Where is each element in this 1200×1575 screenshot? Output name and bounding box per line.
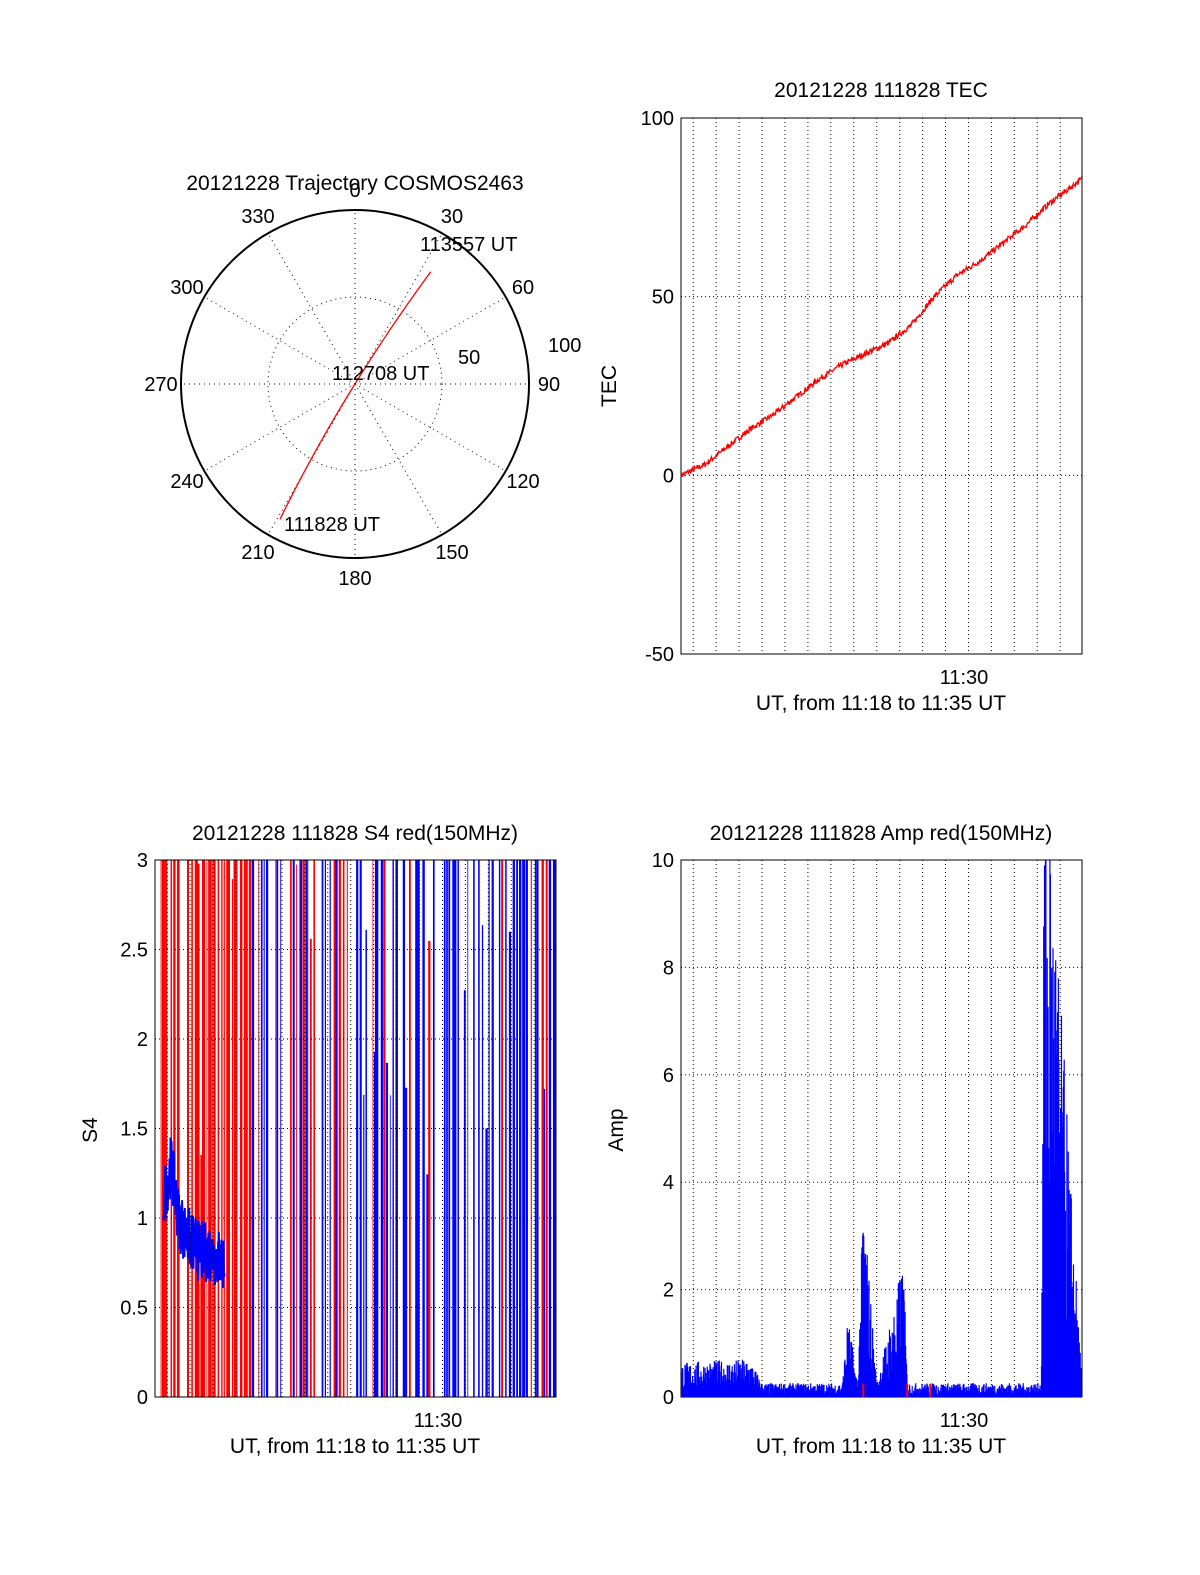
ytick-label: 10 (652, 850, 674, 872)
polar-radial-label-100: 100 (548, 335, 581, 357)
polar-panel: 20121228 Trajectory COSMOS2463 0 30 60 90 12… (144, 172, 581, 590)
polar-angle-labels: 0 30 60 90 120 150 180 210 240 270 300 330 (144, 180, 560, 590)
s4-grid (155, 859, 556, 1398)
polar-spoke (354, 296, 506, 385)
tec-plot-frame (680, 117, 1083, 655)
ytick-label: 2 (663, 1280, 674, 1302)
polar-spokes (181, 210, 529, 558)
ytick-label: 50 (652, 287, 674, 309)
polar-angle-label: 60 (512, 277, 534, 299)
ytick-label: 2 (137, 1029, 148, 1051)
polar-angle-label: 150 (435, 542, 468, 564)
amp-series-noise (681, 860, 1082, 1397)
ytick-label: 0 (663, 1387, 674, 1409)
s4-yticks: 3 2.5 2 1.5 1 0.5 0 (120, 850, 148, 1409)
polar-angle-label: 300 (170, 277, 203, 299)
polar-angle-label: 240 (170, 471, 203, 493)
polar-radial-label-50: 50 (458, 347, 480, 369)
amp-xlabel: UT, from 11:18 to 11:35 UT (756, 1435, 1006, 1458)
s4-plot-frame (154, 859, 557, 1398)
ytick-label: 0 (137, 1387, 148, 1409)
tec-panel: 20121228 111828 TEC 100 50 0 -50 11:30 UT, … (598, 79, 1083, 715)
polar-angle-label: 180 (338, 568, 371, 590)
polar-angle-label: 210 (241, 542, 274, 564)
amp-noise-bars (681, 860, 1082, 1397)
s4-ylabel: S4 (79, 1117, 102, 1143)
polar-angle-label: 270 (144, 374, 177, 396)
polar-trajectory-line (279, 271, 432, 520)
amp-ylabel: Amp (605, 1108, 628, 1151)
tec-series-line (681, 174, 1082, 479)
polar-spoke (204, 296, 356, 385)
tec-title: 20121228 111828 TEC (774, 79, 988, 102)
tec-xtick-label: 11:30 (940, 667, 989, 689)
s4-dense-lines (160, 860, 556, 1397)
polar-angle-label: 30 (441, 206, 463, 228)
polar-spoke (267, 233, 356, 385)
tec-yticks: 100 50 0 -50 (641, 108, 674, 666)
s4-panel: 20121228 111828 S4 red(150MHz) 3 2.5 2 1.5 1… (79, 822, 557, 1458)
polar-angle-label: 90 (538, 374, 560, 396)
polar-spoke (267, 383, 356, 535)
polar-angle-label: 330 (241, 206, 274, 228)
ytick-label: 1 (137, 1208, 148, 1230)
amp-grid (681, 859, 1082, 1398)
ytick-label: 0 (663, 465, 674, 487)
s4-title: 20121228 111828 S4 red(150MHz) (192, 822, 518, 845)
s4-xlabel: UT, from 11:18 to 11:35 UT (230, 1435, 480, 1458)
amp-yticks: 10 8 6 4 2 0 (652, 850, 674, 1409)
ytick-label: 8 (663, 957, 674, 979)
polar-title: 20121228 Trajectory COSMOS2463 (186, 172, 523, 195)
polar-label-start: 111828 UT (284, 514, 380, 536)
amp-title: 20121228 111828 Amp red(150MHz) (710, 822, 1052, 845)
amp-xtick-label: 11:30 (940, 1410, 989, 1432)
polar-outer-circle (180, 209, 530, 559)
ytick-label: 1.5 (120, 1119, 148, 1141)
ytick-label: 100 (641, 108, 674, 130)
tec-ylabel: TEC (598, 365, 621, 407)
polar-angle-label: 0 (349, 180, 360, 202)
tec-grid (681, 117, 1082, 655)
ytick-label: 6 (663, 1065, 674, 1087)
ytick-label: -50 (645, 644, 674, 666)
polar-label-end: 113557 UT (420, 234, 517, 256)
ytick-label: 2.5 (120, 940, 148, 962)
amp-plot-frame (680, 859, 1083, 1398)
ytick-label: 3 (137, 850, 148, 872)
polar-spoke (354, 233, 443, 385)
polar-spoke (354, 383, 443, 535)
polar-spoke (354, 383, 506, 472)
s4-xtick-label: 11:30 (414, 1410, 463, 1432)
polar-spoke (204, 383, 356, 472)
polar-label-mid: 112708 UT (332, 363, 429, 385)
polar-grid-circle (267, 296, 443, 472)
s4-series-line (162, 1137, 226, 1289)
amp-panel: 20121228 111828 Amp red(150MHz) 1086420 … (605, 822, 1083, 1458)
ytick-label: 0.5 (120, 1298, 148, 1320)
ytick-label: 4 (663, 1172, 674, 1194)
polar-angle-label: 120 (506, 471, 539, 493)
tec-xlabel: UT, from 11:18 to 11:35 UT (756, 692, 1006, 715)
